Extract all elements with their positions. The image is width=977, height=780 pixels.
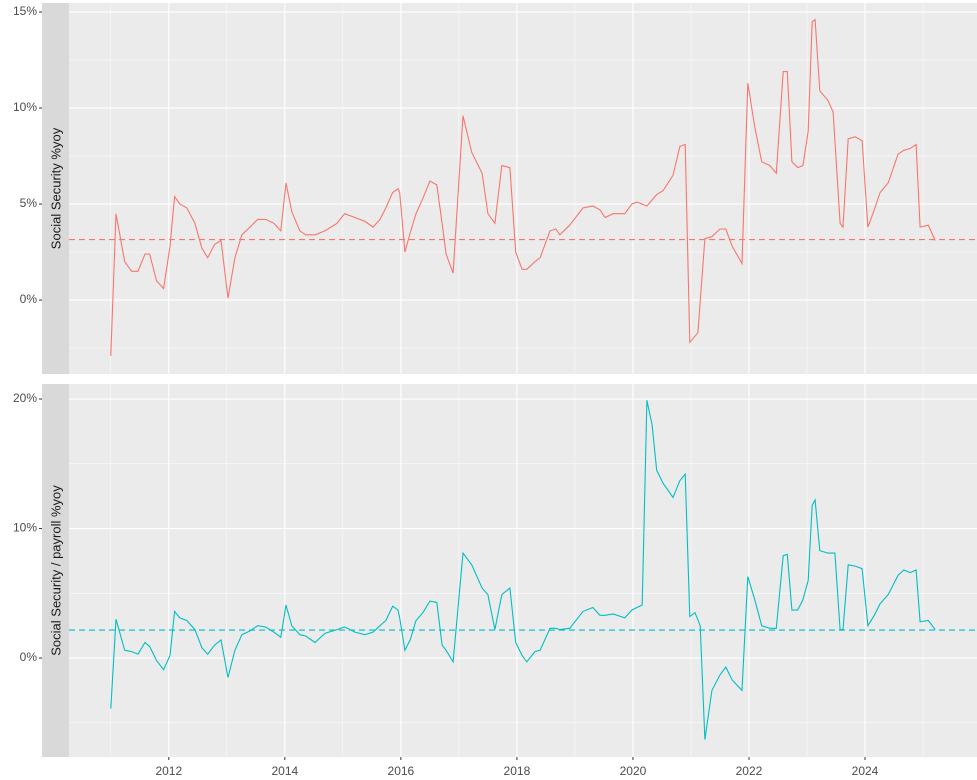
x-tick-label: 2012 xyxy=(155,764,182,778)
data-line xyxy=(110,400,936,740)
x-tick-label: 2020 xyxy=(620,764,647,778)
y-tick-label: 15% xyxy=(13,4,37,18)
facet-strip xyxy=(42,384,69,757)
strip-label: Social Security %yoy xyxy=(48,127,63,249)
y-tick-label: 20% xyxy=(13,391,37,405)
data-line xyxy=(110,18,936,356)
y-tick-label: 10% xyxy=(13,521,37,535)
facet-strip xyxy=(42,3,69,374)
panel-background xyxy=(69,384,977,757)
x-tick-label: 2024 xyxy=(852,764,879,778)
x-tick-label: 2018 xyxy=(504,764,531,778)
x-tick-label: 2022 xyxy=(736,764,763,778)
x-tick-label: 2014 xyxy=(271,764,298,778)
y-tick-label: 10% xyxy=(13,100,37,114)
y-tick-label: 5% xyxy=(20,196,38,210)
y-tick-label: 0% xyxy=(20,650,38,664)
panel-background xyxy=(69,3,977,374)
x-tick-label: 2016 xyxy=(388,764,415,778)
strip-label: Social Security / payroll %yoy xyxy=(48,485,63,656)
y-tick-label: 0% xyxy=(20,292,38,306)
